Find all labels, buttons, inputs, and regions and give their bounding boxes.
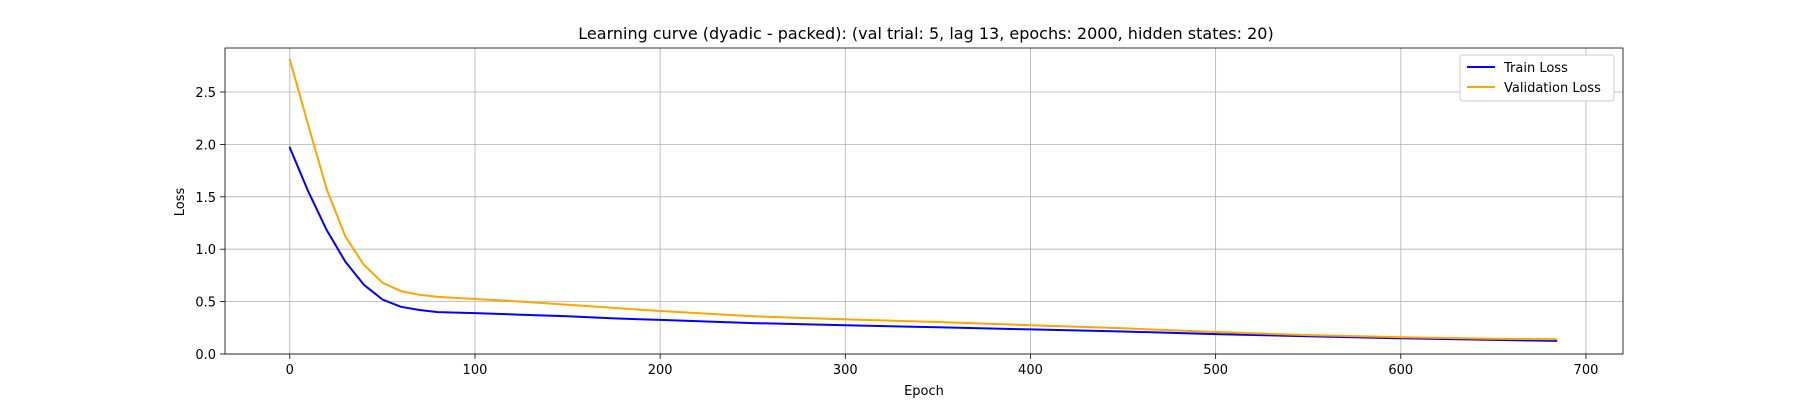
legend: Train Loss Validation Loss	[1459, 54, 1615, 102]
y-tick-label: 2.5	[195, 86, 216, 101]
legend-label-validation-loss: Validation Loss	[1504, 81, 1601, 96]
x-tick-label: 700	[1574, 363, 1599, 378]
chart-title: Learning curve (dyadic - packed): (val t…	[578, 24, 1273, 43]
x-tick-label: 500	[1203, 363, 1228, 378]
x-tick-label: 600	[1388, 363, 1413, 378]
x-tick-label: 100	[463, 363, 488, 378]
grid-lines	[225, 48, 1623, 355]
y-tick-label: 1.0	[195, 243, 216, 258]
legend-label-train-loss: Train Loss	[1503, 61, 1568, 76]
axis-ticks: 0 100 200 300 400 500 600 700 0.0 0.5 1.0 1.5 2.0 2.5	[195, 86, 1598, 378]
y-tick-label: 2.0	[195, 138, 216, 153]
series-lines	[288, 58, 1558, 342]
series-line-train-loss	[288, 146, 1558, 342]
plot-frame	[224, 47, 1624, 355]
y-tick-label: 0.5	[195, 296, 216, 311]
x-tick-label: 0	[286, 363, 294, 378]
series-line-validation-loss	[288, 58, 1558, 341]
y-axis-label: Loss	[173, 188, 188, 217]
x-tick-label: 400	[1018, 363, 1043, 378]
legend-box	[1459, 54, 1615, 102]
x-tick-label: 200	[648, 363, 673, 378]
x-axis-label: Epoch	[904, 384, 944, 399]
y-tick-label: 0.0	[195, 348, 216, 363]
y-tick-label: 1.5	[195, 191, 216, 206]
x-tick-label: 300	[833, 363, 858, 378]
